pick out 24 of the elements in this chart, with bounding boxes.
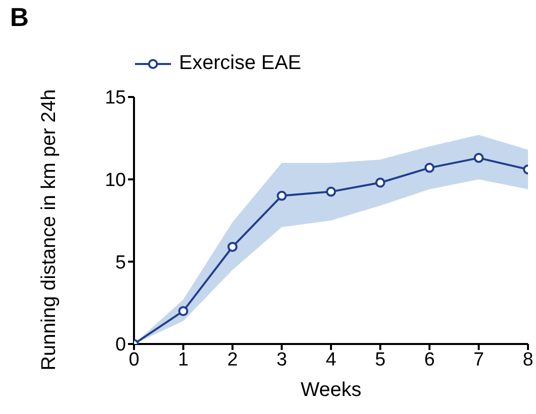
point: [276, 190, 287, 201]
chart-title: B: [10, 2, 29, 33]
x-tick-label: 8: [522, 349, 534, 370]
point: [424, 162, 434, 173]
x-tick-label: 4: [326, 349, 337, 370]
x-axis-title: Weeks: [300, 379, 362, 401]
point: [474, 152, 484, 163]
x-tick-label: 3: [276, 349, 288, 370]
point: [375, 178, 386, 188]
y-tick-label: 5: [115, 252, 126, 274]
y-tick-label: 0: [115, 334, 126, 356]
x-tick-label: 5: [374, 349, 386, 370]
point: [178, 306, 188, 316]
y-tick-label: 10: [104, 170, 126, 192]
legend-label: Exercise EAE: [178, 52, 302, 75]
x-tick-label: 0: [128, 349, 140, 370]
y-tick-label: 15: [104, 88, 126, 109]
point: [228, 242, 238, 252]
x-tick-label: 2: [227, 349, 238, 370]
x-tick-label: 6: [424, 349, 435, 370]
x-tick-label: 1: [178, 349, 189, 370]
y-axis-title: Running distance in km per 24h: [38, 89, 60, 370]
point: [326, 186, 336, 197]
x-tick-label: 7: [473, 349, 484, 370]
